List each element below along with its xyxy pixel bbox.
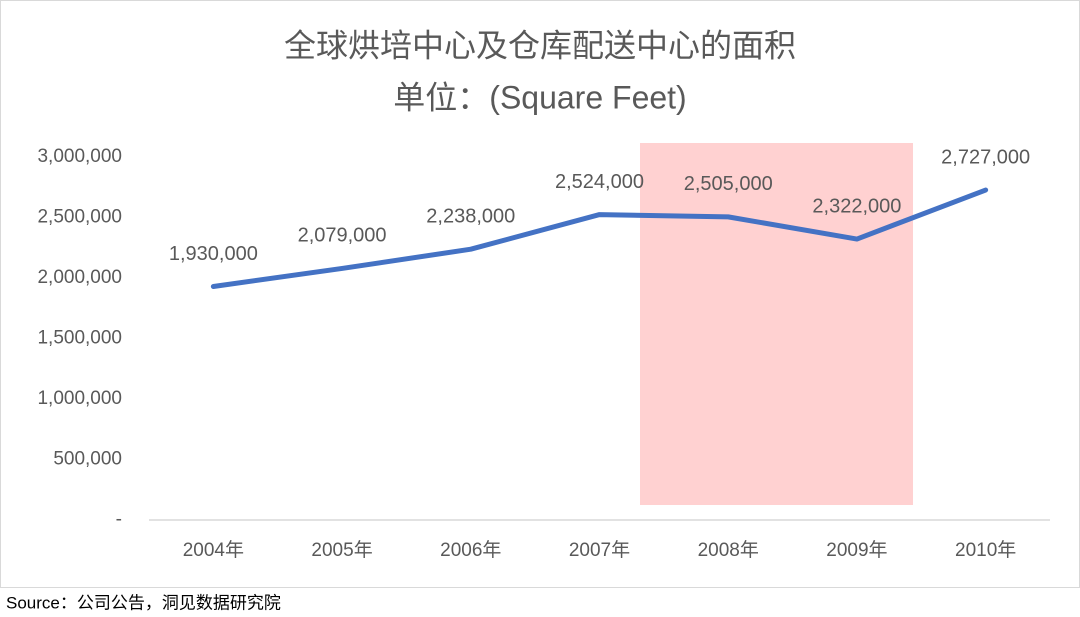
- x-tick-label: 2005年: [311, 539, 372, 561]
- y-tick-label: 1,000,000: [37, 388, 122, 409]
- data-line: [210, 187, 989, 289]
- y-tick-label: 500,000: [53, 449, 122, 470]
- chart-subtitle: 单位：(Square Feet): [393, 79, 686, 115]
- data-label: 2,727,000: [941, 146, 1030, 168]
- chart-title: 全球烘培中心及仓库配送中心的面积: [284, 27, 796, 63]
- x-tick-label: 2006年: [440, 539, 501, 561]
- y-tick-label: 2,000,000: [37, 267, 122, 288]
- y-tick-label: 1,500,000: [37, 328, 122, 349]
- x-tick-label: 2010年: [955, 539, 1016, 561]
- y-tick-label: -: [116, 509, 122, 530]
- data-label: 2,079,000: [298, 225, 387, 247]
- x-tick-label: 2004年: [183, 539, 244, 561]
- x-tick-label: 2008年: [698, 539, 759, 561]
- source-note: Source：公司公告，洞见数据研究院: [6, 593, 281, 612]
- x-tick-label: 2007年: [569, 539, 630, 561]
- data-label: 2,524,000: [555, 171, 644, 193]
- data-label: 1,930,000: [169, 243, 258, 265]
- x-tick-label: 2009年: [826, 539, 887, 561]
- y-tick-label: 3,000,000: [37, 146, 122, 167]
- highlight-region: [640, 143, 913, 505]
- data-label: 2,322,000: [812, 195, 901, 217]
- data-label: 2,238,000: [426, 205, 515, 227]
- data-label: 2,505,000: [684, 173, 773, 195]
- y-tick-label: 2,500,000: [37, 207, 122, 228]
